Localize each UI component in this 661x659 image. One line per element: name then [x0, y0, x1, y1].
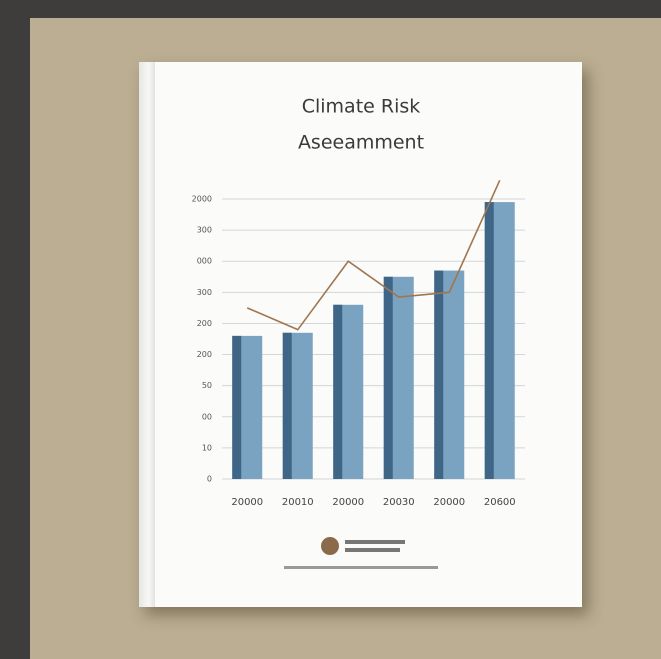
x-tick-label: 20000: [433, 497, 465, 508]
logo-text-bar: [345, 548, 400, 552]
bar: [383, 276, 414, 479]
y-tick-label: 2000: [192, 195, 212, 204]
chart-title: Climate Risk: [302, 96, 421, 118]
y-tick-label: 50: [202, 381, 212, 390]
y-tick-label: 300: [197, 288, 212, 297]
logo: [284, 537, 438, 569]
x-tick-label: 20600: [484, 497, 516, 508]
y-tick-label: 200: [197, 319, 212, 328]
x-tick-label: 20010: [282, 497, 314, 508]
x-tick-label: 20030: [383, 497, 415, 508]
bar: [333, 304, 364, 479]
y-tick-label: 0: [207, 475, 212, 484]
footer-bar: [284, 566, 438, 569]
bar: [232, 335, 263, 479]
bar: [484, 202, 515, 479]
trend-line: [246, 180, 501, 331]
logo-text-bar: [345, 540, 405, 544]
x-tick-label: 20000: [332, 497, 364, 508]
chart-subtitle: Aseeamment: [298, 132, 424, 154]
y-tick-label: 00: [202, 412, 212, 421]
x-tick-label: 20000: [231, 497, 263, 508]
y-tick-label: 300: [197, 226, 212, 235]
y-tick-label: 10: [202, 443, 212, 452]
bar: [434, 270, 465, 479]
logo-icon: [321, 537, 339, 555]
y-tick-label: 000: [197, 257, 212, 266]
bar: [282, 332, 313, 479]
y-tick-label: 200: [197, 350, 212, 359]
spine: [139, 62, 155, 607]
